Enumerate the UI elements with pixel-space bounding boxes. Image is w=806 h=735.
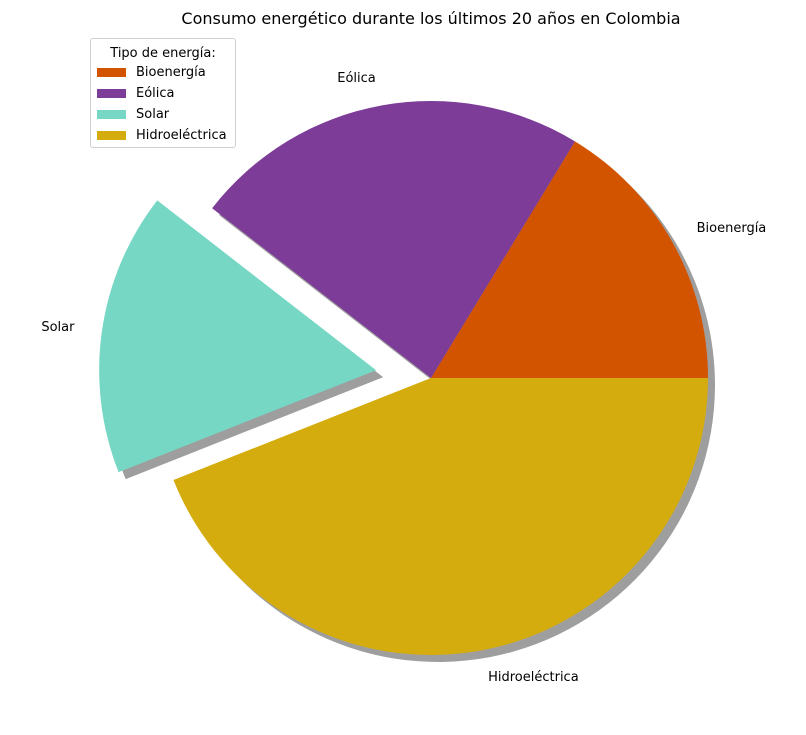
legend-item-bioenergia: Bioenergía bbox=[91, 62, 235, 83]
legend-label-bioenergia: Bioenergía bbox=[136, 65, 206, 80]
slice-label-solar: Solar bbox=[41, 320, 75, 335]
legend-label-solar: Solar bbox=[136, 107, 170, 122]
legend-item-solar: Solar bbox=[91, 104, 235, 125]
chart-title: Consumo energético durante los últimos 2… bbox=[181, 9, 680, 28]
legend-label-hidroelectrica: Hidroeléctrica bbox=[136, 128, 227, 143]
legend: Tipo de energía: Bioenergía Eólica Solar… bbox=[90, 38, 236, 148]
legend-item-eolica: Eólica bbox=[91, 83, 235, 104]
legend-label-eolica: Eólica bbox=[136, 86, 175, 101]
legend-swatch-bioenergia bbox=[97, 68, 126, 77]
pie-slice-eolica bbox=[212, 101, 575, 378]
legend-swatch-hidroelectrica bbox=[97, 131, 126, 140]
pie-slice-hidroelectrica bbox=[173, 378, 709, 655]
pie-slices bbox=[99, 101, 709, 655]
slice-label-eolica: Eólica bbox=[337, 71, 376, 86]
slice-label-bioenergia: Bioenergía bbox=[697, 221, 767, 236]
slice-labels: Bioenergía Eólica Solar Hidroeléctrica bbox=[41, 71, 766, 685]
slice-label-hidroelectrica: Hidroeléctrica bbox=[488, 670, 579, 685]
legend-swatch-solar bbox=[97, 110, 126, 119]
pie-slice-solar bbox=[99, 200, 377, 473]
legend-swatch-eolica bbox=[97, 89, 126, 98]
legend-item-hidroelectrica: Hidroeléctrica bbox=[91, 125, 235, 146]
pie-slice-bioenergia bbox=[431, 141, 708, 378]
legend-title: Tipo de energía: bbox=[110, 46, 216, 61]
